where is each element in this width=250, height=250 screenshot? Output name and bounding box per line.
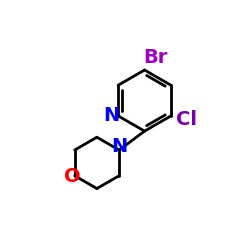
Text: Cl: Cl [176,110,198,129]
Text: Br: Br [143,48,168,67]
Text: N: N [103,106,119,125]
Text: N: N [111,137,127,156]
Text: O: O [64,168,80,186]
